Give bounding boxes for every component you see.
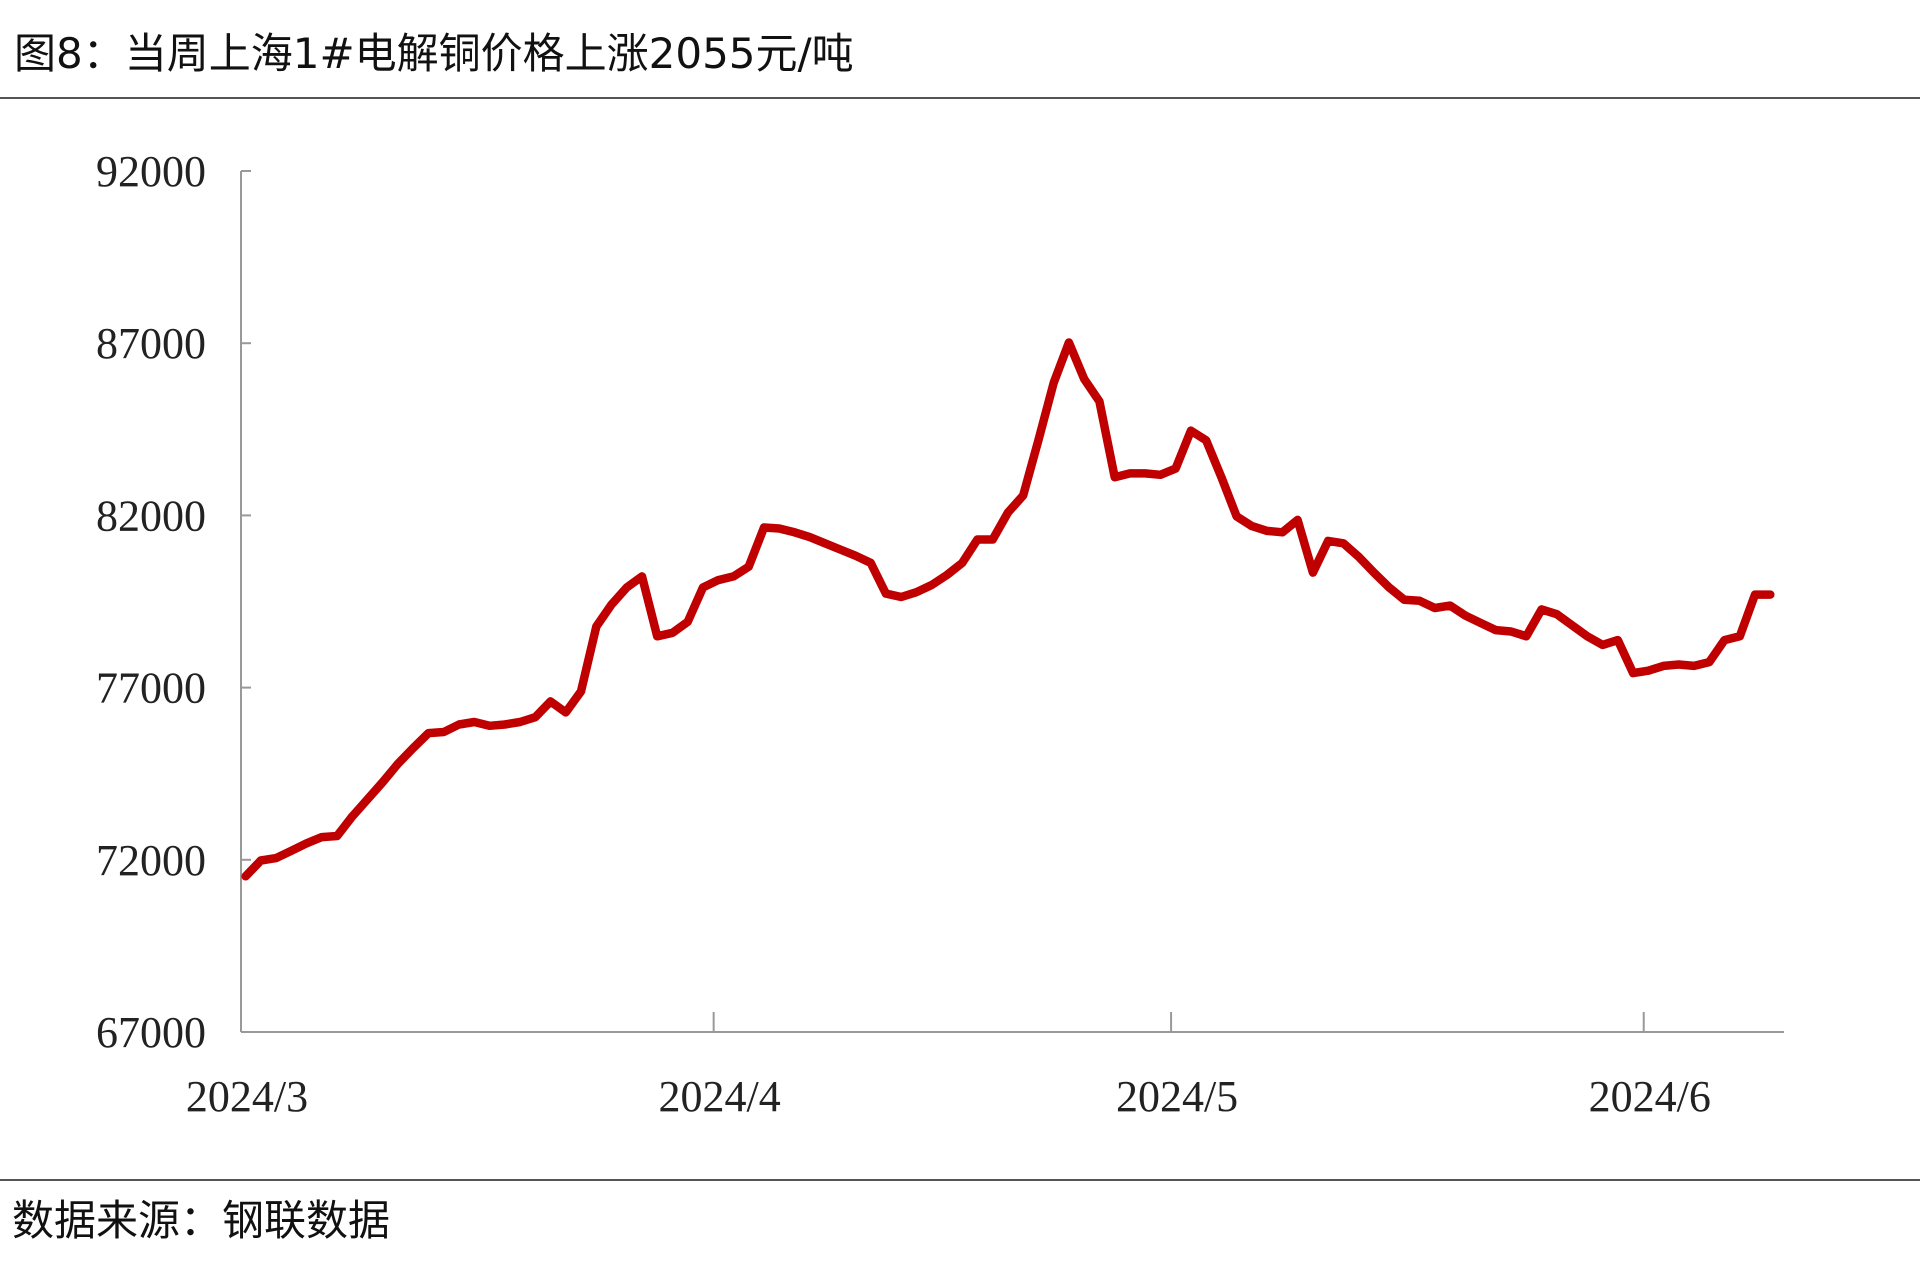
source-note: 数据来源：钢联数据: [12, 1196, 390, 1245]
chart-title: 图8：当周上海1#电解铜价格上涨2055元/吨: [14, 29, 854, 78]
x-tick-label: 2024/3: [186, 1072, 308, 1121]
y-tick-label: 92000: [96, 147, 206, 196]
price-line: [241, 338, 1775, 881]
x-tick-label: 2024/6: [1589, 1072, 1711, 1121]
y-tick-label: 82000: [96, 491, 206, 540]
x-tick-label: 2024/5: [1116, 1072, 1238, 1121]
y-tick-label: 77000: [96, 664, 206, 713]
y-tick-label: 87000: [96, 319, 206, 368]
y-tick-label: 67000: [96, 1008, 206, 1057]
y-tick-label: 72000: [96, 836, 206, 885]
x-tick-label: 2024/4: [659, 1072, 781, 1121]
